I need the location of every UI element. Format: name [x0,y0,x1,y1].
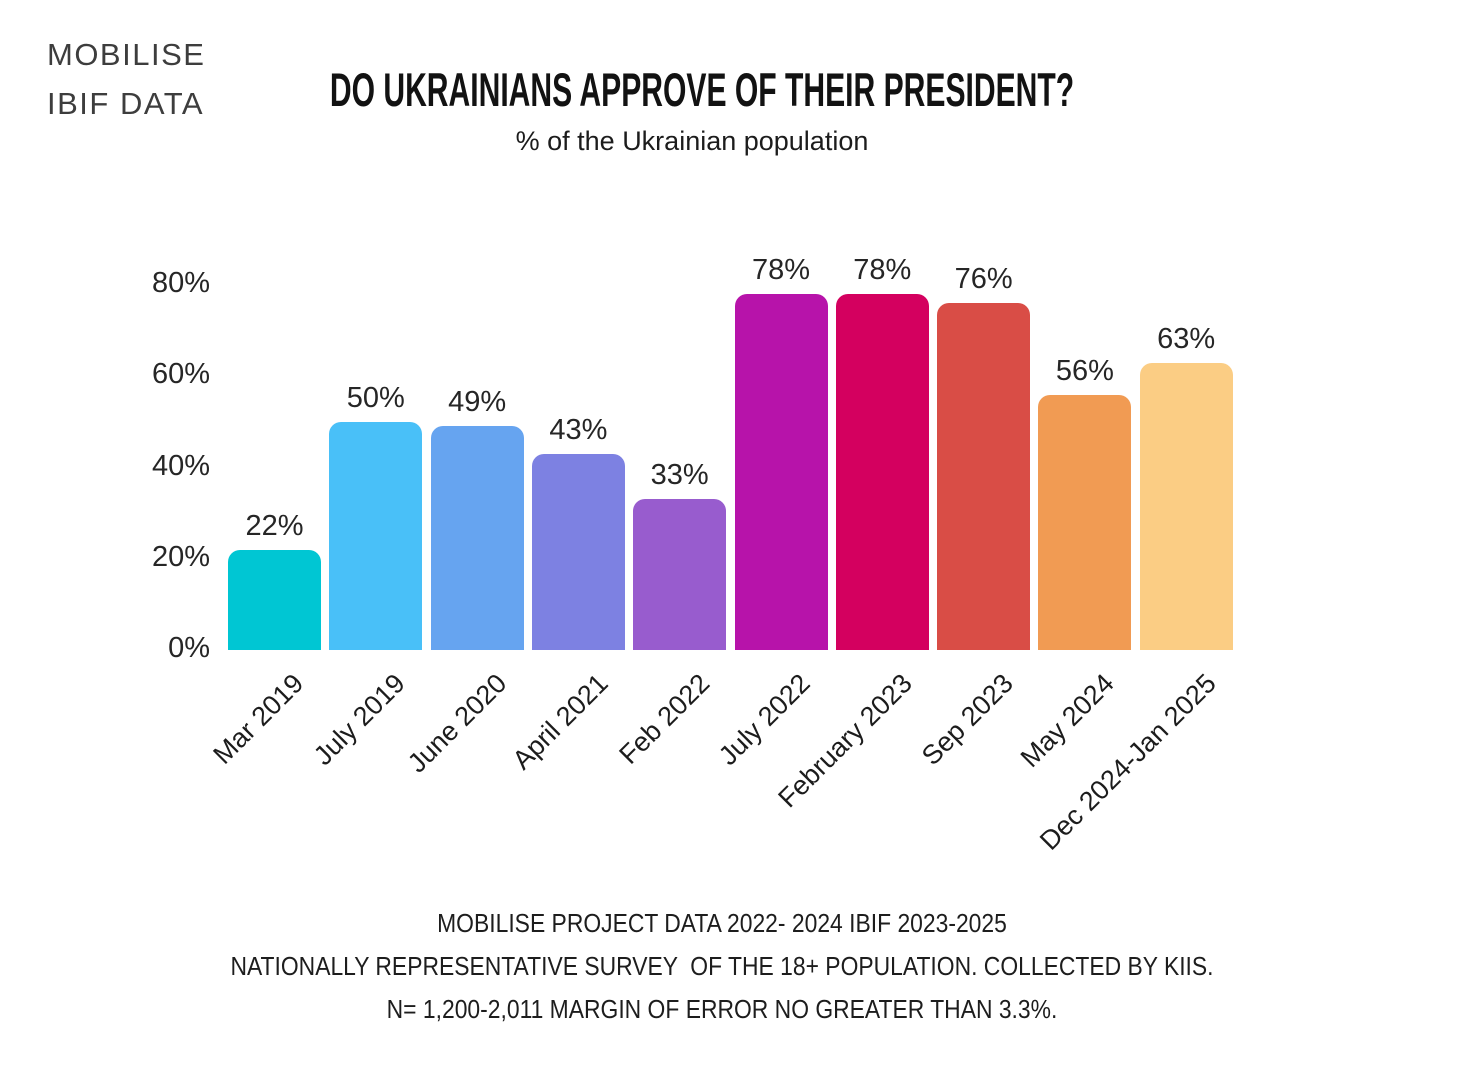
brand-line-2: IBIF DATA [47,86,205,121]
brand-line-1: MOBILISE [47,37,206,72]
x-axis-label: Dec 2024-Jan 2025 [1033,668,1222,856]
footer-notes: MOBILISE PROJECT DATA 2022- 2024 IBIF 20… [0,902,1444,1031]
bar-value-label: 76% [954,263,1013,296]
bar-value-label: 50% [346,381,405,414]
y-axis-label: 20% [151,540,210,573]
x-axis-label: July 2019 [308,668,412,771]
chart-title: DO UKRAINIANS APPROVE OF THEIR PRESIDENT… [329,63,1075,116]
bar [835,294,929,650]
bar [734,294,828,650]
footer-line-2: NATIONALLY REPRESENTATIVE SURVEY OF THE … [230,951,1214,981]
bar-value-label: 56% [1055,354,1114,387]
bar-value-label: 63% [1157,322,1216,355]
x-axis-label: May 2024 [1015,668,1121,774]
bar-value-label: 78% [751,254,811,287]
bar [329,421,423,650]
bar [633,499,727,650]
x-axis-label: Sep 2023 [915,668,1019,771]
bar-value-label: 43% [549,413,608,446]
bar [430,426,524,650]
x-axis-label: April 2021 [506,668,614,776]
footer-line-3: N= 1,200-2,011 MARGIN OF ERROR NO GREATE… [386,994,1058,1024]
y-axis-label: 40% [151,449,210,482]
bar [937,303,1031,650]
bar [228,549,321,650]
y-axis-label: 0% [168,632,210,664]
brand-label: MOBILISE IBIF DATA [47,30,205,128]
bar-value-label: 22% [245,509,304,542]
x-axis-label: Mar 2019 [207,668,310,770]
chart-subtitle: % of the Ukrainian population [515,126,869,156]
bar-value-label: 49% [448,386,507,419]
footer-line-1: MOBILISE PROJECT DATA 2022- 2024 IBIF 20… [437,908,1007,938]
bar-value-label: 78% [853,254,912,287]
y-axis-label: 60% [151,358,210,391]
bar [531,453,625,650]
x-axis-label: Feb 2022 [613,668,715,770]
x-axis-label: June 2020 [401,668,513,779]
bar [1038,394,1132,650]
bar-value-label: 33% [650,459,709,492]
y-axis-label: 80% [151,267,210,299]
x-axis-label: July 2022 [713,668,817,771]
bar [1139,362,1233,650]
